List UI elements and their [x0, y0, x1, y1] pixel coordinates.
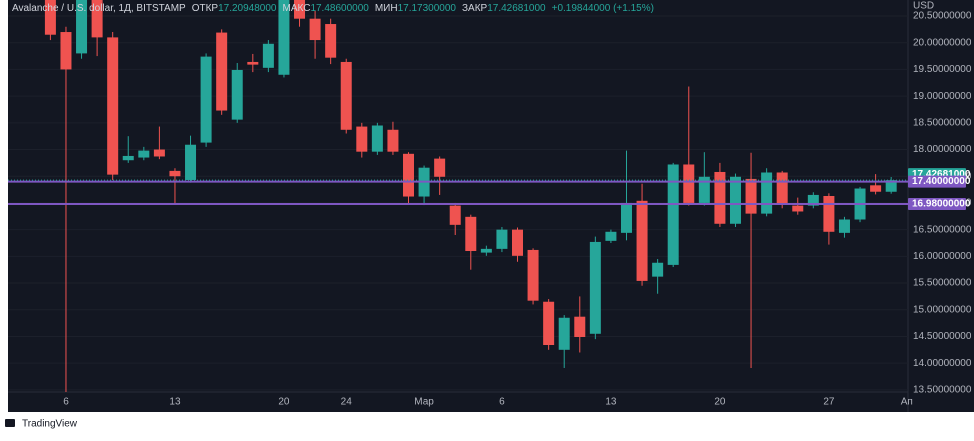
- candle-body: [792, 205, 804, 212]
- y-tick-label: 20.50000000: [913, 11, 972, 22]
- candle-body: [278, 0, 290, 75]
- candle-body: [91, 0, 103, 38]
- y-tick-label: 14.00000000: [913, 358, 972, 369]
- brand: TradingView: [22, 419, 78, 430]
- x-tick-label: 6: [63, 397, 69, 408]
- field-name: ОТКР: [192, 3, 219, 14]
- candle-body: [231, 69, 243, 120]
- grid: [8, 15, 908, 391]
- change: +0.19844000 (+1.15%): [552, 3, 654, 14]
- logo: TradingView: [5, 419, 78, 430]
- candle-body: [761, 172, 773, 214]
- price-label-box: [908, 198, 966, 211]
- candle-body: [620, 202, 632, 233]
- y-tick-label: 15.00000000: [913, 304, 972, 315]
- x-tick-label: 13: [169, 397, 181, 408]
- price-label: 17.42681000: [912, 169, 971, 180]
- candle-body: [138, 150, 150, 158]
- candle-body: [512, 229, 523, 256]
- field-value: 17.17300000: [398, 3, 457, 14]
- candle-body: [340, 61, 352, 130]
- axis-unit: USD: [913, 1, 934, 12]
- field-name: ЗАКР: [462, 3, 488, 14]
- candle-body: [776, 172, 788, 205]
- x-tick-label: Мар: [414, 397, 434, 408]
- candle-body: [574, 316, 586, 337]
- candle-body: [558, 317, 570, 350]
- y-tick-label: 16.50000000: [913, 224, 972, 235]
- y-tick-label: 20.00000000: [913, 37, 972, 48]
- candle-body: [823, 196, 835, 232]
- candle-body: [169, 170, 181, 177]
- x-tick-label: Ап: [901, 397, 913, 408]
- candle-body: [527, 249, 539, 301]
- x-tick-label: 13: [605, 397, 617, 408]
- candle-body: [371, 125, 383, 152]
- y-tick-label: 16.00000000: [913, 251, 972, 262]
- candle-body: [387, 129, 399, 152]
- candle-body: [885, 180, 897, 192]
- y-tick-label: 18.50000000: [913, 117, 972, 128]
- price-label: 16.98000000: [912, 199, 971, 210]
- symbol: Avalanche / U.S. dollar, 1Д, BITSTAMP: [12, 3, 186, 14]
- candle-body: [667, 164, 679, 265]
- candle-body: [122, 155, 134, 161]
- candle-body: [652, 262, 664, 277]
- y-tick-label: 19.50000000: [913, 64, 972, 75]
- candle-body: [449, 205, 461, 225]
- field-name: МИН: [375, 3, 398, 14]
- candle-body: [60, 32, 72, 70]
- candle-body: [543, 301, 555, 346]
- field-value: 17.20948000: [218, 3, 277, 14]
- candle-body: [200, 56, 212, 143]
- candle-body: [356, 126, 368, 152]
- candle-body: [698, 176, 710, 203]
- price-label: 17.40000000: [912, 176, 971, 187]
- candle-body: [434, 158, 446, 177]
- candle-body: [247, 61, 259, 65]
- x-tick-label: 20: [278, 397, 290, 408]
- legend: Avalanche / U.S. dollar, 1Д, BITSTAMP ОТК…: [12, 3, 654, 14]
- candle-body: [870, 185, 882, 192]
- candle-body: [496, 229, 508, 249]
- field-name: МАКС: [283, 3, 311, 14]
- candle-body: [807, 194, 819, 206]
- candle-body: [107, 37, 119, 175]
- candle-body: [294, 0, 306, 19]
- x-tick-label: 20: [714, 397, 726, 408]
- candle-body: [683, 164, 695, 203]
- candle-body: [605, 231, 617, 241]
- candle-body: [325, 24, 337, 58]
- candle-body: [309, 18, 321, 41]
- candle-body: [729, 176, 741, 224]
- field-value: 17.48600000: [310, 3, 369, 14]
- candle-body: [403, 153, 415, 197]
- candle-body: [262, 43, 274, 68]
- y-tick-label: 15.50000000: [913, 278, 972, 289]
- candle-body: [44, 0, 56, 35]
- x-tick-label: 27: [823, 397, 835, 408]
- candle-body: [480, 248, 492, 253]
- candle-body: [185, 144, 197, 180]
- candles: [44, 0, 897, 392]
- candle-body: [76, 0, 88, 54]
- x-tick-label: 6: [499, 397, 505, 408]
- candle-body: [714, 171, 726, 224]
- candle-body: [216, 32, 228, 111]
- candle-body: [838, 219, 850, 233]
- candle-body: [589, 241, 601, 334]
- y-tick-label: 13.50000000: [913, 385, 972, 396]
- y-tick-label: 18.00000000: [913, 144, 972, 155]
- candle-body: [745, 178, 757, 214]
- price-label-box: [908, 175, 966, 188]
- candle-body: [636, 200, 648, 281]
- y-tick-label: 19.00000000: [913, 91, 972, 102]
- x-tick-label: 24: [341, 397, 353, 408]
- candle-body: [153, 149, 165, 157]
- candle-body: [465, 216, 477, 252]
- y-tick-label: 14.50000000: [913, 331, 972, 342]
- field-value: 17.42681000: [487, 3, 546, 14]
- overlay: 13.50000000 14.00000000 14.50000000 15.0000…: [8, 11, 972, 408]
